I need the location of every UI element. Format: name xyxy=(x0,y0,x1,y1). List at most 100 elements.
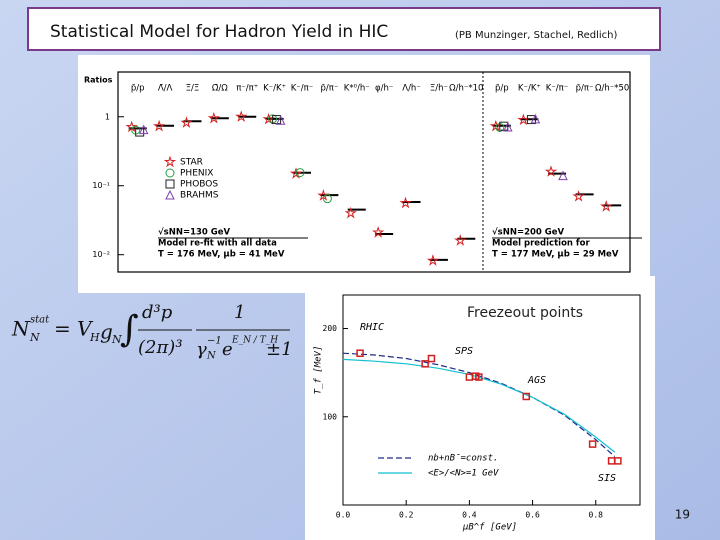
category-label: Ξ/h⁻ xyxy=(430,84,448,94)
category-label: p̄/π⁻ xyxy=(320,84,338,94)
marker xyxy=(399,196,412,209)
category-label: p̄/π⁻ xyxy=(576,84,594,94)
category-label: p̄/p xyxy=(131,84,145,94)
category-label: K⁻/K⁺ xyxy=(263,84,286,94)
region-label: AGS xyxy=(527,375,546,386)
panel-note: T = 177 MeV, μb = 29 MeV xyxy=(492,250,619,260)
data-point xyxy=(421,360,429,368)
panel-note: Model prediction for xyxy=(492,239,590,249)
marker xyxy=(372,226,385,238)
model-curve xyxy=(342,352,616,457)
panel-note: Model re-fit with all data xyxy=(158,239,277,249)
eq-part: N xyxy=(206,351,217,362)
marker xyxy=(454,234,467,246)
legend-label: nb+nB̄=const. xyxy=(428,454,498,464)
data-point xyxy=(588,440,597,448)
marker xyxy=(572,189,585,202)
marker xyxy=(517,113,530,126)
marker xyxy=(135,127,145,137)
equation: N stat N = V H g N ∫ d³p (2π)³ 1 γ N −1 … xyxy=(11,302,293,362)
legend-label: PHOBOS xyxy=(180,180,218,190)
data-point xyxy=(475,373,483,381)
eq-part: ±1 xyxy=(266,339,293,360)
eq-part: 1 xyxy=(234,302,245,323)
marker xyxy=(165,189,175,200)
eq-part: E_N / T_H xyxy=(231,336,278,346)
x-tick-label: 0.2 xyxy=(399,511,414,520)
slide-title: Statistical Model for Hadron Yield in HI… xyxy=(50,22,388,42)
marker xyxy=(262,112,275,125)
eq-part: = V xyxy=(54,317,94,341)
data-point xyxy=(427,354,436,363)
marker xyxy=(152,119,166,132)
region-label: SIS xyxy=(598,473,616,484)
y-tick-label: 200 xyxy=(323,324,338,333)
legend-label: PHENIX xyxy=(180,169,213,179)
category-label: K⁻/π⁻ xyxy=(291,84,314,94)
eq-part: (2π)³ xyxy=(138,337,183,358)
page-number: 19 xyxy=(675,508,690,522)
marker xyxy=(530,113,541,124)
category-label: p̄/p xyxy=(495,84,509,94)
eq-part: −1 xyxy=(207,336,222,347)
eq-part: d³p xyxy=(142,302,173,323)
eq-part: stat xyxy=(30,315,50,326)
category-label: Λ/h⁻ xyxy=(402,84,421,94)
marker xyxy=(165,179,175,189)
category-label: φ/h⁻ xyxy=(375,84,393,94)
eq-part: H xyxy=(89,331,100,344)
x-tick-label: 0.8 xyxy=(589,511,604,520)
y-tick-label: 100 xyxy=(323,412,338,421)
category-label: K*⁰/h⁻ xyxy=(344,84,370,94)
data-point xyxy=(522,392,531,401)
eq-part: g xyxy=(100,320,113,344)
marker xyxy=(344,206,357,219)
data-point xyxy=(356,349,364,357)
category-label: K⁻/π⁻ xyxy=(546,84,569,94)
category-label: K⁻/K⁺ xyxy=(518,84,541,94)
ratios-frame xyxy=(117,71,631,273)
marker xyxy=(526,115,536,125)
freezeout-figure xyxy=(305,276,655,540)
freezeout-frame xyxy=(342,294,641,506)
region-label: RHIC xyxy=(360,322,384,333)
eq-part: N xyxy=(29,331,40,344)
category-label: Ξ̄/Ξ xyxy=(186,84,200,94)
legend-label: STAR xyxy=(180,158,203,168)
y-axis-label: Ratios xyxy=(84,76,113,85)
title-box xyxy=(27,7,661,51)
y-tick-label: 10⁻¹ xyxy=(92,181,110,190)
category-label: π⁻/π⁺ xyxy=(236,84,258,94)
x-tick-label: 0.4 xyxy=(462,511,477,520)
marker xyxy=(275,115,286,125)
category-label: Ω/h⁻*50 xyxy=(595,84,629,94)
y-tick-label: 1 xyxy=(105,112,110,121)
model-curve xyxy=(342,358,616,453)
marker xyxy=(322,194,332,204)
marker xyxy=(426,254,440,266)
marker xyxy=(180,116,193,128)
panel-note: √sNN=200 GeV xyxy=(492,228,565,238)
legend-label: BRAHMS xyxy=(180,191,219,201)
category-label: Λ̄/Λ xyxy=(158,84,173,94)
marker xyxy=(295,168,305,178)
region-label: SPS xyxy=(455,346,473,357)
eq-part: e xyxy=(222,339,233,360)
marker xyxy=(289,167,303,179)
y-axis-label: T_f [MeV] xyxy=(314,346,324,395)
panel-note: T = 176 MeV, μb = 41 MeV xyxy=(158,250,285,260)
x-tick-label: 0.6 xyxy=(525,511,540,520)
marker xyxy=(558,170,568,181)
chart-title: Freezeout points xyxy=(467,305,583,321)
eq-part: ∫ xyxy=(120,309,139,350)
legend-label: <E>/<N>=1 GeV xyxy=(428,469,499,479)
marker xyxy=(544,165,558,177)
eq-part: N xyxy=(111,333,122,346)
marker xyxy=(165,168,175,178)
category-label: Ω/h⁻*10 xyxy=(449,84,483,94)
x-tick-label: 0.0 xyxy=(336,511,351,520)
marker xyxy=(502,121,513,132)
marker xyxy=(599,200,613,212)
y-tick-label: 10⁻² xyxy=(92,250,110,259)
